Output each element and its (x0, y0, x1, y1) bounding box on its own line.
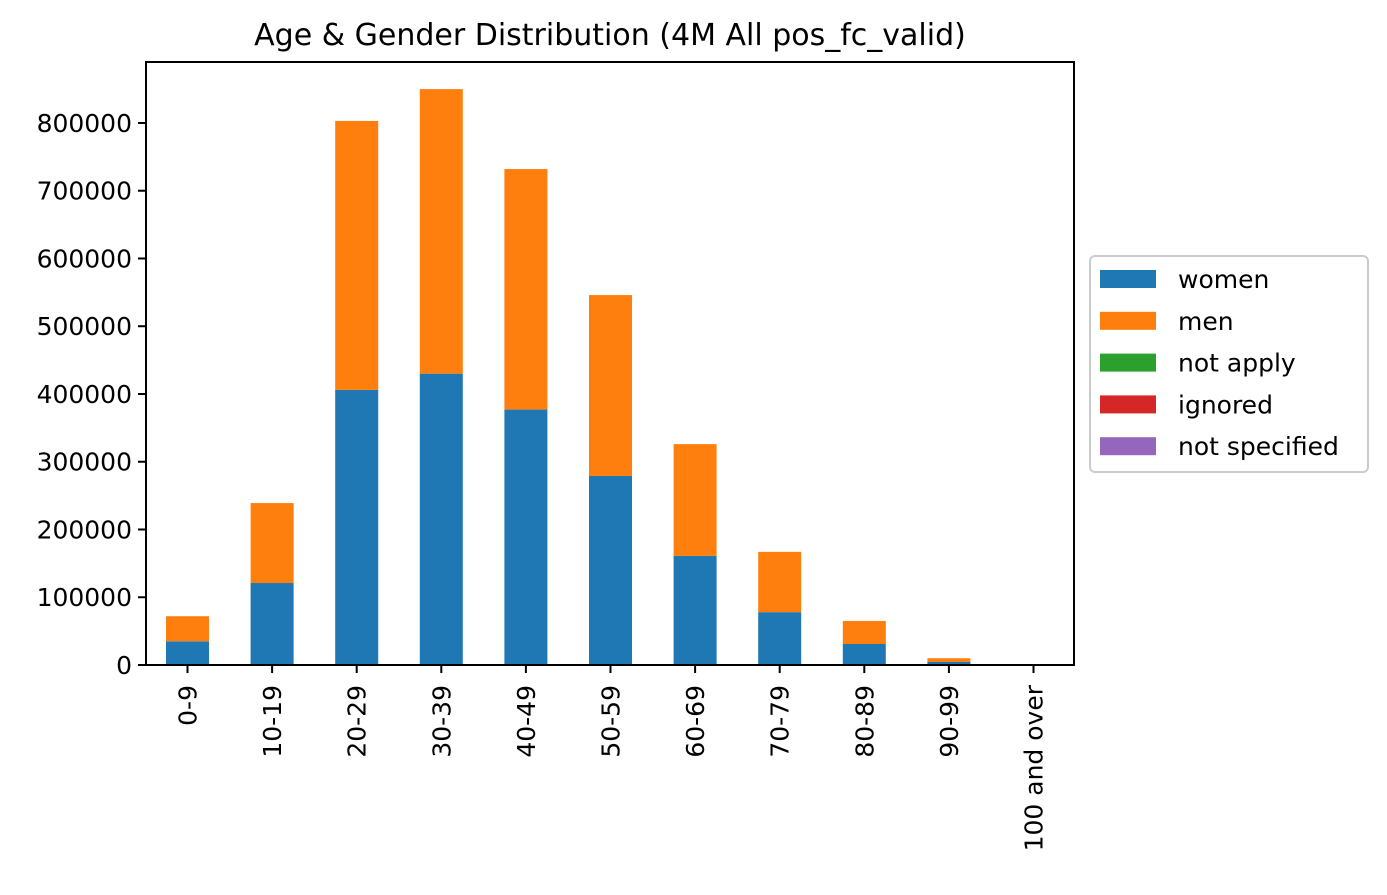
legend-label-women: women (1178, 265, 1269, 294)
x-tick-label: 70-79 (766, 685, 795, 758)
legend-label-not-apply: not apply (1178, 349, 1296, 378)
x-tick-label: 80-89 (850, 685, 879, 758)
y-tick-label: 800000 (37, 109, 132, 138)
bar-men-30-39 (420, 89, 463, 374)
legend-swatch-not-specified (1100, 437, 1156, 455)
bar-women-30-39 (420, 374, 463, 665)
legend-swatch-ignored (1100, 395, 1156, 413)
x-axis: 0-9 10-19 20-29 30-39 40-49 50-59 60-69 70-79 80… (174, 665, 1049, 851)
legend-swatch-not-apply (1100, 354, 1156, 372)
bar-men-90-99 (927, 658, 970, 662)
bar-men-20-29 (335, 121, 378, 390)
bar-women-60-69 (674, 556, 717, 665)
bar-women-70-79 (758, 612, 801, 665)
y-tick-label: 600000 (37, 244, 132, 273)
bar-men-70-79 (758, 552, 801, 612)
x-tick-label: 20-29 (343, 685, 372, 758)
bar-men-60-69 (674, 444, 717, 556)
x-tick-label: 50-59 (597, 685, 626, 758)
bar-women-50-59 (589, 476, 632, 665)
x-tick-label: 90-99 (935, 685, 964, 758)
x-tick-label: 30-39 (427, 685, 456, 758)
y-tick-label: 300000 (37, 448, 132, 477)
x-tick-label: 0-9 (174, 685, 203, 726)
legend: women men not apply ignored not specified (1090, 256, 1368, 472)
legend-label-not-specified: not specified (1178, 432, 1339, 461)
bar-men-40-49 (504, 169, 547, 410)
bar-men-0-9 (166, 616, 209, 641)
chart-title: Age & Gender Distribution (4M All pos_fc… (254, 18, 966, 53)
y-tick-label: 0 (116, 651, 132, 680)
y-tick-label: 400000 (37, 380, 132, 409)
x-tick-label: 10-19 (258, 685, 287, 758)
x-tick-label: 40-49 (512, 685, 541, 758)
bar-men-80-89 (843, 621, 886, 644)
bar-women-20-29 (335, 390, 378, 665)
y-tick-label: 200000 (37, 515, 132, 544)
x-tick-label: 100 and over (1020, 684, 1049, 851)
x-tick-label: 60-69 (681, 685, 710, 758)
legend-label-ignored: ignored (1178, 390, 1273, 419)
legend-swatch-women (1100, 270, 1156, 288)
bar-men-50-59 (589, 295, 632, 476)
legend-label-men: men (1178, 307, 1234, 336)
bar-women-10-19 (251, 583, 294, 665)
bar-men-10-19 (251, 503, 294, 583)
y-axis: 0 100000 200000 300000 400000 500000 600000 700… (37, 109, 146, 680)
bars-layer (166, 89, 1055, 665)
bar-women-40-49 (504, 410, 547, 665)
y-tick-label: 700000 (37, 177, 132, 206)
bar-women-80-89 (843, 644, 886, 665)
y-tick-label: 100000 (37, 583, 132, 612)
bar-women-0-9 (166, 641, 209, 665)
legend-swatch-men (1100, 312, 1156, 330)
y-tick-label: 500000 (37, 312, 132, 341)
